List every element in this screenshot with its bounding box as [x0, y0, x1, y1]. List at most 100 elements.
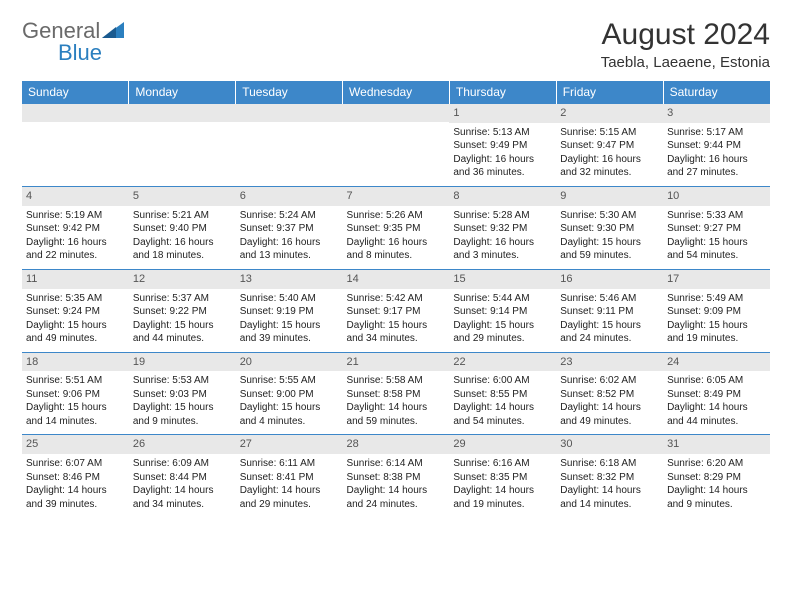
- sun-info: Sunrise: 6:18 AMSunset: 8:32 PMDaylight:…: [560, 457, 659, 511]
- sunrise-text: Sunrise: 5:33 AM: [667, 209, 766, 223]
- sunset-text: Sunset: 8:32 PM: [560, 471, 659, 485]
- calendar-week-row: 4Sunrise: 5:19 AMSunset: 9:42 PMDaylight…: [22, 186, 770, 269]
- calendar-cell: 6Sunrise: 5:24 AMSunset: 9:37 PMDaylight…: [236, 186, 343, 269]
- sun-info: Sunrise: 5:35 AMSunset: 9:24 PMDaylight:…: [26, 292, 125, 346]
- calendar-cell: 31Sunrise: 6:20 AMSunset: 8:29 PMDayligh…: [663, 435, 770, 517]
- empty-date: [343, 104, 450, 122]
- date-number: 26: [129, 435, 236, 454]
- sunset-text: Sunset: 8:46 PM: [26, 471, 125, 485]
- date-number: 8: [449, 187, 556, 206]
- daylight-text: Daylight: 15 hours and 4 minutes.: [240, 401, 339, 428]
- sun-info: Sunrise: 6:05 AMSunset: 8:49 PMDaylight:…: [667, 374, 766, 428]
- weekday-header: Wednesday: [343, 81, 450, 104]
- sunset-text: Sunset: 9:27 PM: [667, 222, 766, 236]
- sunset-text: Sunset: 9:37 PM: [240, 222, 339, 236]
- sun-info: Sunrise: 5:13 AMSunset: 9:49 PMDaylight:…: [453, 126, 552, 180]
- calendar-cell: 16 Sunrise: 5:46 AMSunset: 9:11 PMDayligh…: [556, 269, 663, 352]
- calendar-cell: 11 Sunrise: 5:35 AMSunset: 9:24 PMDayligh…: [22, 269, 129, 352]
- date-number: 13: [236, 270, 343, 289]
- calendar-week-row: 1Sunrise: 5:13 AMSunset: 9:49 PMDaylight…: [22, 104, 770, 187]
- sunrise-text: Sunrise: 5:53 AM: [133, 374, 232, 388]
- date-number: 11: [22, 270, 129, 289]
- sunset-text: Sunset: 9:03 PM: [133, 388, 232, 402]
- sun-info: Sunrise: 6:02 AMSunset: 8:52 PMDaylight:…: [560, 374, 659, 428]
- sun-info: Sunrise: 5:26 AMSunset: 9:35 PMDaylight:…: [347, 209, 446, 263]
- empty-date: [236, 104, 343, 122]
- daylight-text: Daylight: 16 hours and 27 minutes.: [667, 153, 766, 180]
- calendar-cell: [236, 104, 343, 187]
- weekday-header: Friday: [556, 81, 663, 104]
- calendar-cell: 1Sunrise: 5:13 AMSunset: 9:49 PMDaylight…: [449, 104, 556, 187]
- sunset-text: Sunset: 8:49 PM: [667, 388, 766, 402]
- date-number: 16: [556, 270, 663, 289]
- calendar-cell: 21Sunrise: 5:58 AMSunset: 8:58 PMDayligh…: [343, 352, 450, 435]
- daylight-text: Daylight: 15 hours and 19 minutes.: [667, 319, 766, 346]
- calendar-cell: 9Sunrise: 5:30 AMSunset: 9:30 PMDaylight…: [556, 186, 663, 269]
- empty-date: [22, 104, 129, 122]
- calendar-cell: 2Sunrise: 5:15 AMSunset: 9:47 PMDaylight…: [556, 104, 663, 187]
- daylight-text: Daylight: 16 hours and 3 minutes.: [453, 236, 552, 263]
- daylight-text: Daylight: 15 hours and 39 minutes.: [240, 319, 339, 346]
- sunset-text: Sunset: 9:42 PM: [26, 222, 125, 236]
- calendar-cell: [343, 104, 450, 187]
- daylight-text: Daylight: 16 hours and 8 minutes.: [347, 236, 446, 263]
- weekday-header: Sunday: [22, 81, 129, 104]
- date-number: 14: [343, 270, 450, 289]
- calendar-cell: 24Sunrise: 6:05 AMSunset: 8:49 PMDayligh…: [663, 352, 770, 435]
- sunset-text: Sunset: 9:19 PM: [240, 305, 339, 319]
- daylight-text: Daylight: 14 hours and 9 minutes.: [667, 484, 766, 511]
- calendar-cell: 30 Sunrise: 6:18 AMSunset: 8:32 PMDayligh…: [556, 435, 663, 517]
- calendar-cell: 20Sunrise: 5:55 AMSunset: 9:00 PMDayligh…: [236, 352, 343, 435]
- sunrise-text: Sunrise: 5:13 AM: [453, 126, 552, 140]
- sunrise-text: Sunrise: 6:14 AM: [347, 457, 446, 471]
- sun-info: Sunrise: 6:09 AMSunset: 8:44 PMDaylight:…: [133, 457, 232, 511]
- date-number: 18: [22, 353, 129, 372]
- date-number: 5: [129, 187, 236, 206]
- calendar-week-row: 11 Sunrise: 5:35 AMSunset: 9:24 PMDayligh…: [22, 269, 770, 352]
- sunrise-text: Sunrise: 6:09 AM: [133, 457, 232, 471]
- calendar-cell: 22Sunrise: 6:00 AMSunset: 8:55 PMDayligh…: [449, 352, 556, 435]
- calendar-cell: 25Sunrise: 6:07 AMSunset: 8:46 PMDayligh…: [22, 435, 129, 517]
- date-number: 28: [343, 435, 450, 454]
- calendar-cell: 13Sunrise: 5:40 AMSunset: 9:19 PMDayligh…: [236, 269, 343, 352]
- sunrise-text: Sunrise: 6:00 AM: [453, 374, 552, 388]
- daylight-text: Daylight: 16 hours and 36 minutes.: [453, 153, 552, 180]
- title-block: August 2024 Taebla, Laeaene, Estonia: [601, 18, 770, 71]
- daylight-text: Daylight: 14 hours and 54 minutes.: [453, 401, 552, 428]
- sunrise-text: Sunrise: 6:07 AM: [26, 457, 125, 471]
- daylight-text: Daylight: 14 hours and 39 minutes.: [26, 484, 125, 511]
- date-number: 30: [556, 435, 663, 454]
- daylight-text: Daylight: 14 hours and 44 minutes.: [667, 401, 766, 428]
- sunrise-text: Sunrise: 5:58 AM: [347, 374, 446, 388]
- daylight-text: Daylight: 14 hours and 29 minutes.: [240, 484, 339, 511]
- sun-info: Sunrise: 5:19 AMSunset: 9:42 PMDaylight:…: [26, 209, 125, 263]
- sunset-text: Sunset: 8:58 PM: [347, 388, 446, 402]
- date-number: 12: [129, 270, 236, 289]
- calendar-cell: 19Sunrise: 5:53 AMSunset: 9:03 PMDayligh…: [129, 352, 236, 435]
- calendar-cell: 15Sunrise: 5:44 AMSunset: 9:14 PMDayligh…: [449, 269, 556, 352]
- sun-info: Sunrise: 5:46 AMSunset: 9:11 PMDaylight:…: [560, 292, 659, 346]
- sunrise-text: Sunrise: 5:51 AM: [26, 374, 125, 388]
- weekday-header: Saturday: [663, 81, 770, 104]
- daylight-text: Daylight: 16 hours and 22 minutes.: [26, 236, 125, 263]
- sun-info: Sunrise: 6:20 AMSunset: 8:29 PMDaylight:…: [667, 457, 766, 511]
- weekday-header: Thursday: [449, 81, 556, 104]
- date-number: 27: [236, 435, 343, 454]
- calendar-cell: [129, 104, 236, 187]
- daylight-text: Daylight: 16 hours and 13 minutes.: [240, 236, 339, 263]
- daylight-text: Daylight: 15 hours and 34 minutes.: [347, 319, 446, 346]
- sunrise-text: Sunrise: 6:20 AM: [667, 457, 766, 471]
- calendar-cell: 17Sunrise: 5:49 AMSunset: 9:09 PMDayligh…: [663, 269, 770, 352]
- date-number: 7: [343, 187, 450, 206]
- calendar-cell: 7 Sunrise: 5:26 AMSunset: 9:35 PMDaylight…: [343, 186, 450, 269]
- sun-info: Sunrise: 5:42 AMSunset: 9:17 PMDaylight:…: [347, 292, 446, 346]
- sun-info: Sunrise: 6:00 AMSunset: 8:55 PMDaylight:…: [453, 374, 552, 428]
- sunrise-text: Sunrise: 6:11 AM: [240, 457, 339, 471]
- sunset-text: Sunset: 8:35 PM: [453, 471, 552, 485]
- logo-triangle-icon: [102, 18, 124, 44]
- date-number: 9: [556, 187, 663, 206]
- sunrise-text: Sunrise: 5:28 AM: [453, 209, 552, 223]
- sunset-text: Sunset: 9:00 PM: [240, 388, 339, 402]
- date-number: 3: [663, 104, 770, 123]
- daylight-text: Daylight: 16 hours and 18 minutes.: [133, 236, 232, 263]
